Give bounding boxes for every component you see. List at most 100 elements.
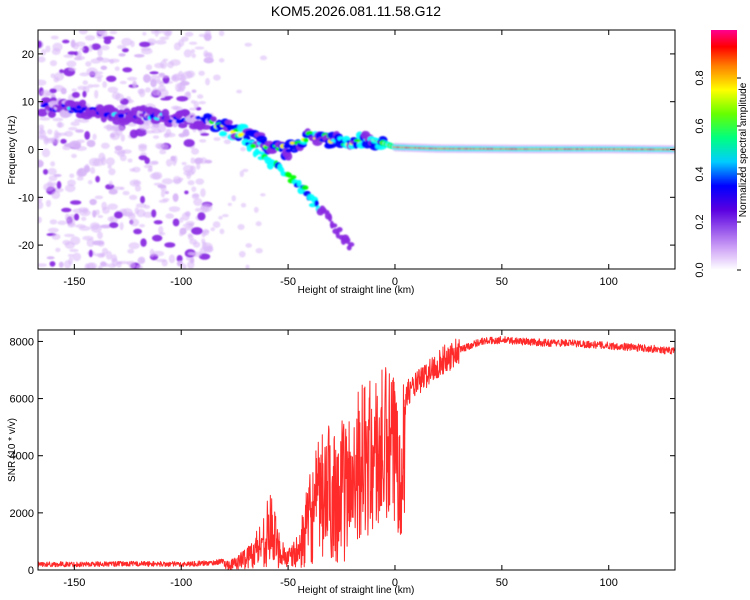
spectrogram-cell [139, 224, 146, 228]
spectrogram-cell [54, 72, 65, 81]
spectrogram-cell [52, 42, 63, 52]
spectrogram-x-tick-label: -100 [170, 276, 192, 288]
spectrogram-cell [97, 48, 103, 57]
snr-frame [37, 329, 676, 571]
spectrogram-cell [260, 193, 266, 197]
spectrogram-cell [43, 135, 49, 145]
spectrogram-cell [289, 141, 296, 145]
spectrogram-cell [39, 116, 51, 121]
spectrogram-cell [183, 139, 195, 147]
spectrogram-cell [75, 224, 86, 229]
spectrogram-cell [198, 70, 205, 76]
spectrogram-cell [53, 129, 59, 139]
spectrogram-cell [49, 219, 58, 225]
spectrogram-cell [97, 231, 103, 240]
spectrogram-cell [203, 229, 210, 234]
spectrogram-cell [189, 107, 197, 111]
spectrogram-cell [141, 48, 153, 55]
spectrogram-cell [55, 247, 61, 253]
spectrogram-cell [129, 168, 136, 172]
spectrogram-cell [157, 123, 167, 133]
spectrogram-cell [130, 107, 139, 113]
spectrogram-cell [107, 203, 118, 211]
spectrogram-cell [129, 129, 139, 139]
spectrogram-cell [72, 42, 79, 50]
spectrogram-cell [128, 262, 136, 269]
spectrogram-cell [191, 186, 197, 192]
spectrogram-cell [158, 226, 164, 234]
spectrogram-cell [132, 81, 138, 88]
spectrogram-cell [69, 214, 76, 220]
spectrogram-cell [199, 139, 207, 143]
spectrogram-heatmap [38, 30, 675, 269]
spectrogram-cell [107, 263, 116, 268]
spectrogram-cell [120, 134, 125, 142]
spectrogram-cell [336, 226, 343, 233]
spectrogram-cell [162, 58, 169, 62]
spectrogram-cell [153, 182, 164, 186]
spectrogram-cell [145, 130, 155, 134]
spectrogram-cell [88, 44, 93, 52]
spectrogram-cell [51, 190, 61, 200]
spectrogram-cell [46, 256, 55, 260]
spectrogram-cell [227, 202, 233, 207]
spectrogram-cell [79, 72, 90, 77]
spectrogram-cell [105, 183, 115, 190]
snr-x-tick-label: -50 [280, 577, 296, 589]
spectrogram-cell [344, 236, 351, 244]
spectrogram-cell [168, 254, 176, 264]
spectrogram-cell [127, 158, 133, 163]
spectrogram-cell [187, 251, 194, 256]
spectrogram-cell [153, 220, 163, 225]
spectrogram-y-tick-label: 0 [28, 145, 34, 157]
spectrogram-cell [38, 263, 48, 267]
spectrogram-cell [108, 180, 113, 186]
spectrogram-cell [121, 149, 132, 154]
spectrogram-cell [178, 39, 185, 47]
spectrogram-cell [85, 61, 92, 67]
snr-ticks: -150 -100 -50 0 50 100 0 2000 4000 6000 8000 [10, 330, 675, 589]
spectrogram-cell [92, 84, 100, 88]
colorbar-tick-label: 0.8 [694, 70, 706, 85]
spectrogram-cell [73, 213, 80, 221]
spectrogram-cell [38, 124, 45, 130]
spectrogram-cell [185, 70, 196, 78]
spectrogram-cell [237, 223, 245, 231]
spectrogram-cell [194, 46, 205, 50]
spectrogram-cell [94, 89, 99, 99]
spectrogram-cell [49, 261, 56, 267]
spectrogram-cell [182, 263, 187, 269]
spectrogram-cell [154, 62, 165, 69]
spectrogram-cell [77, 85, 87, 91]
spectrogram-cell [76, 167, 88, 177]
spectrogram-cell [116, 44, 127, 50]
spectrogram-cell [71, 153, 77, 159]
spectrogram-cell [242, 168, 249, 173]
spectrogram-cell [127, 248, 135, 254]
spectrogram-cell [59, 109, 72, 119]
snr-x-tick-label: -100 [170, 577, 192, 589]
spectrogram-cell [178, 231, 184, 237]
spectrogram-cell [119, 80, 127, 85]
spectrogram-cell [178, 77, 187, 82]
spectrogram-cell [255, 150, 262, 155]
spectrogram-cell [213, 137, 221, 141]
spectrogram-cell [194, 157, 204, 164]
spectrogram-cell [73, 57, 83, 61]
spectrogram-cell [159, 36, 170, 41]
spectrogram-cell [60, 138, 67, 144]
spectrogram-cell [140, 195, 146, 204]
spectrogram-cell [208, 54, 214, 59]
spectrogram-cell [203, 57, 214, 64]
spectrogram-cell [90, 167, 96, 174]
spectrogram-cell [182, 131, 190, 137]
spectrogram-cell [62, 239, 71, 245]
spectrogram-cell [126, 76, 138, 81]
spectrogram-cell [109, 59, 115, 65]
spectrogram-cell [119, 186, 125, 191]
spectrogram-cell [87, 84, 94, 89]
snr-x-axis-label: Height of straight line (km) [298, 585, 415, 596]
spectrogram-cell [97, 265, 103, 269]
spectrogram-cell [223, 139, 231, 145]
